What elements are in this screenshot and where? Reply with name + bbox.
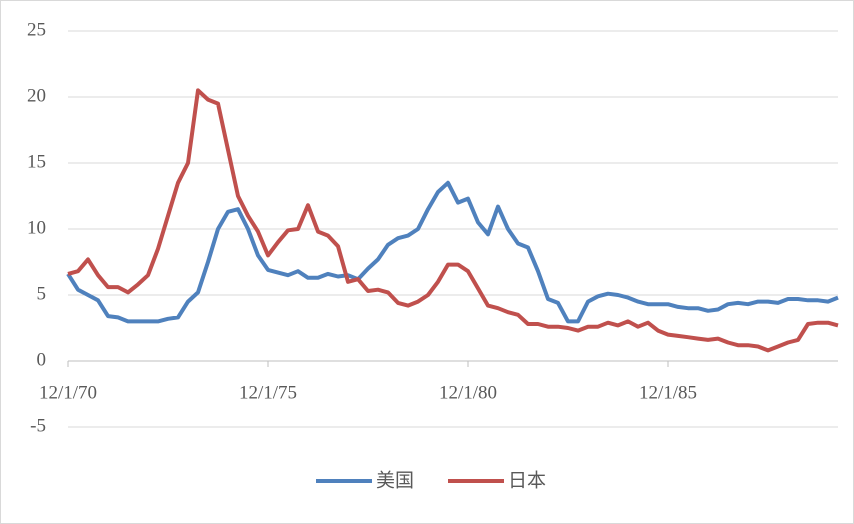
legend: 美国 日本	[316, 470, 546, 492]
x-tick-label: 12/1/85	[639, 382, 697, 403]
y-tick-label: 5	[37, 283, 47, 304]
y-tick-label: 10	[27, 217, 46, 238]
series-line	[67, 88, 839, 353]
legend-label: 美国	[376, 470, 414, 492]
x-tick-label: 12/1/80	[439, 382, 497, 403]
x-tick-label: 12/1/75	[239, 382, 297, 403]
y-tick-label: 25	[27, 19, 46, 40]
y-tick-label: 15	[27, 151, 46, 172]
x-tick-label: 12/1/70	[39, 382, 97, 403]
legend-label: 日本	[508, 470, 546, 492]
y-tick-label: 0	[37, 349, 47, 370]
y-tick-label: 20	[27, 85, 46, 106]
y-tick-label: -5	[30, 415, 46, 436]
series-line	[66, 180, 839, 324]
